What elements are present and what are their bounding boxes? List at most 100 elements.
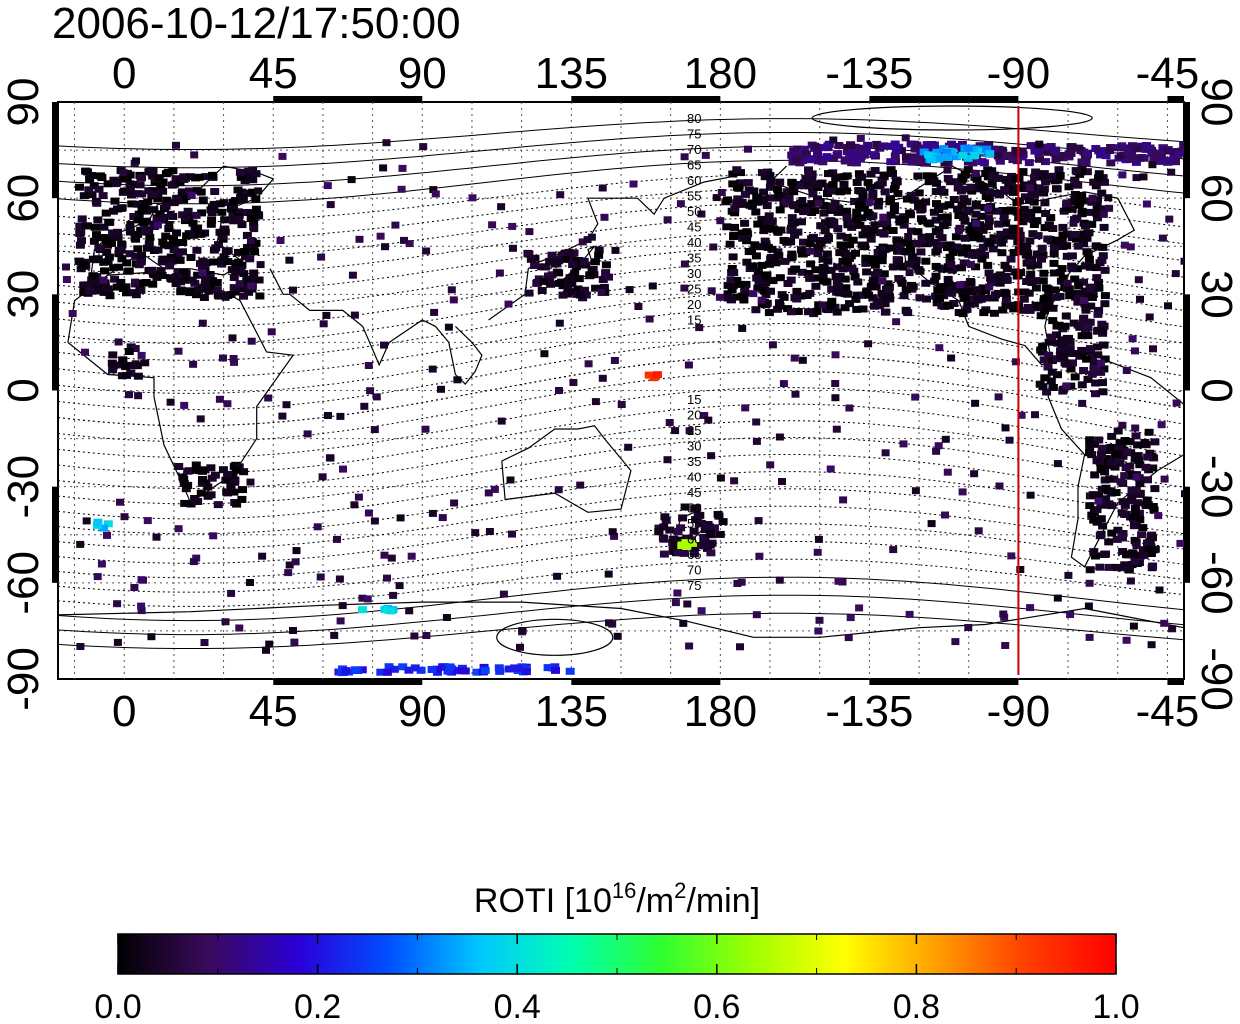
roti-cell (569, 249, 579, 257)
roti-cell (723, 294, 733, 302)
y-tick-label-right: 0 (1192, 378, 1240, 402)
roti-cell (978, 183, 987, 191)
roti-cell (540, 350, 549, 358)
roti-cell (857, 241, 867, 249)
roti-cell (874, 197, 884, 205)
roti-cell (707, 287, 716, 295)
roti-cell (840, 290, 850, 297)
roti-cell (1036, 312, 1046, 320)
roti-cell (187, 192, 196, 199)
roti-cell (75, 222, 85, 230)
roti-cell (1077, 381, 1087, 389)
roti-cell (859, 145, 869, 153)
roti-cell (228, 210, 238, 218)
roti-cell (890, 140, 900, 148)
roti-cell (348, 271, 357, 279)
roti-cell (826, 187, 836, 195)
roti-cell (1147, 149, 1157, 157)
roti-cell (878, 250, 887, 258)
roti-cell (1130, 558, 1140, 566)
roti-cell (120, 513, 129, 521)
roti-cell (870, 221, 880, 229)
roti-cell (497, 203, 506, 211)
roti-cell (416, 666, 426, 674)
roti-cell (777, 194, 787, 202)
roti-cell (1062, 242, 1072, 250)
roti-cell (235, 168, 245, 176)
roti-cell (319, 320, 328, 328)
roti-cell (799, 145, 809, 153)
roti-cell (183, 467, 193, 475)
roti-cell (1080, 300, 1089, 308)
roti-cell (525, 228, 534, 236)
roti-cell (1039, 269, 1049, 277)
roti-cell (223, 470, 233, 478)
roti-cell (732, 199, 742, 207)
roti-cell (233, 208, 243, 216)
y-tick-label-left: 60 (0, 174, 48, 223)
roti-cell (192, 246, 202, 254)
contour-line (58, 576, 1184, 622)
roti-cell (936, 185, 946, 193)
roti-cell (358, 594, 367, 602)
roti-cell (1085, 263, 1095, 271)
roti-cell (1059, 346, 1069, 353)
roti-cell (1090, 471, 1100, 479)
roti-cell (145, 234, 155, 242)
roti-cell (835, 273, 845, 280)
roti-cell (891, 145, 901, 153)
roti-cell (994, 220, 1004, 228)
colorbar-ticks: 0.0 0.2 0.4 0.6 0.8 1.0 (94, 934, 1140, 1024)
roti-cell (732, 166, 742, 174)
roti-cell (669, 535, 679, 543)
roti-cell (1133, 441, 1143, 449)
roti-cell (695, 324, 704, 332)
roti-cell (789, 183, 798, 191)
roti-cell (960, 234, 970, 242)
roti-cell (790, 354, 799, 362)
contour-label: 60 (687, 532, 701, 547)
roti-cell (231, 268, 241, 276)
roti-cell (125, 228, 135, 236)
roti-cell (200, 639, 209, 646)
roti-cell (717, 189, 726, 196)
roti-cell (798, 197, 807, 204)
roti-cell (1101, 495, 1111, 503)
roti-cell (1012, 208, 1022, 216)
roti-cell (251, 239, 261, 247)
roti-cell (158, 256, 168, 264)
roti-cell (952, 243, 962, 251)
roti-cell (820, 144, 830, 152)
roti-cell (821, 219, 830, 227)
roti-cell (789, 188, 799, 196)
roti-cell (445, 663, 455, 671)
roti-cell (696, 542, 706, 550)
roti-cell (155, 210, 165, 218)
roti-cell (952, 142, 962, 150)
roti-cell (449, 296, 458, 304)
roti-cell (1165, 158, 1174, 166)
roti-cell (468, 194, 477, 202)
roti-cell (960, 294, 970, 302)
roti-cell (983, 261, 993, 269)
roti-cell (941, 153, 951, 161)
roti-cell (1100, 266, 1110, 274)
roti-cell (226, 291, 236, 298)
roti-cell (581, 291, 591, 299)
roti-cell (233, 186, 243, 194)
roti-cell (407, 552, 416, 560)
roti-cell (1085, 318, 1095, 326)
roti-cell (755, 552, 764, 560)
roti-cell (679, 619, 688, 627)
y-tick-label-right: 60 (1192, 174, 1240, 223)
roti-cell (673, 589, 682, 597)
roti-cell (1092, 343, 1102, 351)
roti-cell (1026, 262, 1036, 270)
x-tick-label-bottom: 135 (535, 687, 608, 736)
roti-cell (1033, 261, 1043, 269)
roti-cell (993, 152, 1003, 160)
roti-cell (781, 198, 790, 206)
roti-cell (981, 193, 991, 200)
roti-cell (99, 223, 109, 231)
roti-cell (816, 239, 826, 247)
